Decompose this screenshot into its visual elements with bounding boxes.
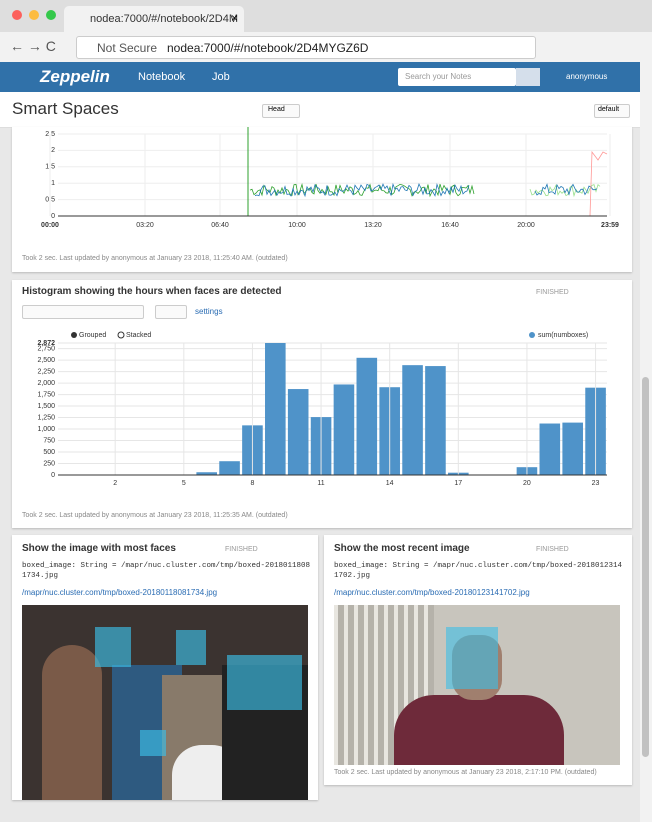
x-tick-label: 2 — [113, 480, 117, 487]
paragraph-title: Show the image with most faces — [22, 543, 176, 554]
image — [334, 605, 620, 765]
x-tick-label: 8 — [250, 480, 254, 487]
status: FINISHED — [536, 546, 569, 553]
branch[interactable]: Head — [268, 106, 285, 113]
x-tick-label: 5 — [182, 480, 186, 487]
trace — [534, 183, 598, 196]
y-tick-label: 0 — [51, 213, 55, 220]
trace — [254, 182, 470, 198]
y-tick-label: 1 — [51, 180, 55, 187]
output: boxed_image: String = /mapr/nuc.cluster.… — [334, 562, 623, 580]
menu-item[interactable]: Job — [212, 71, 230, 83]
tab-bar: nodea:7000/#/notebook/2D4M × — [0, 0, 652, 32]
bar — [539, 423, 561, 475]
image — [22, 605, 308, 800]
url-field[interactable]: Not Secure nodea:7000/#/notebook/2D4MYGZ… — [76, 36, 536, 59]
bar — [219, 461, 240, 475]
paragraph-footer: Took 2 sec. Last updated by anonymous at… — [334, 769, 597, 776]
bar — [333, 384, 355, 475]
search[interactable]: Search your Notes — [398, 68, 516, 86]
x-tick-label: 16:40 — [441, 222, 459, 229]
not-secure: Not Secure — [97, 41, 158, 55]
x-tick-label: 10:00 — [288, 222, 306, 229]
y-tick-label: 0 — [51, 472, 55, 479]
y-tick-label: 500 — [43, 449, 55, 456]
user[interactable]: anonymous — [566, 72, 608, 81]
mode-radio — [71, 332, 77, 338]
x-tick-label: 14 — [386, 480, 394, 487]
status: FINISHED — [536, 289, 569, 296]
link[interactable]: /mapr/nuc.cluster.com/tmp/boxed-20180123… — [334, 588, 530, 597]
y-tick-label: 2,750 — [37, 345, 55, 352]
y-tick-label: 2,872 — [37, 340, 55, 347]
address-bar: ← → C Not Secure nodea:7000/#/notebook/2… — [0, 32, 652, 63]
navbar: Zeppelin Notebook Job Search your Notes … — [0, 62, 640, 92]
bar — [425, 366, 446, 475]
notebook-title: Smart Spaces — [12, 99, 119, 118]
scrollbar[interactable] — [640, 62, 652, 822]
mode-label: Grouped — [79, 332, 106, 339]
notebook-header: Smart Spaces Head default — [0, 92, 640, 128]
tab-title: nodea:7000/#/notebook/2D4M — [90, 13, 239, 25]
x-tick-label: 03:20 — [136, 222, 154, 229]
legend-dot — [529, 332, 535, 338]
url: nodea:7000/#/notebook/2D4MYGZ6D — [167, 41, 369, 55]
settings[interactable]: settings — [195, 307, 223, 316]
y-tick-label: 2 — [51, 147, 55, 154]
mode-label: Stacked — [126, 332, 151, 339]
search-placeholder: Search your Notes — [405, 72, 472, 81]
bar — [265, 343, 286, 475]
output: boxed_image: String = /mapr/nuc.cluster.… — [22, 562, 311, 580]
bar — [356, 357, 378, 475]
y-tick-label: 2,000 — [37, 380, 55, 387]
x-tick-label: 11 — [317, 480, 324, 487]
bar — [562, 422, 583, 475]
status: FINISHED — [225, 546, 258, 553]
y-tick-label: 750 — [43, 437, 55, 444]
mode-radio — [117, 331, 125, 339]
y-tick-label: 1,250 — [37, 414, 55, 421]
x-tick-label: 00:00 — [41, 222, 59, 229]
paragraph: Show the most recent image FINISHED boxe… — [324, 535, 632, 785]
bar — [287, 389, 309, 475]
y-tick-label: 1,500 — [37, 403, 55, 410]
trace — [589, 150, 608, 217]
legend-label: sum(numboxes) — [538, 332, 588, 339]
y-tick-label: 2,500 — [37, 357, 55, 364]
bar — [196, 472, 217, 475]
x-tick-label: 13:20 — [364, 222, 382, 229]
paragraph-title: Histogram showing the hours when faces a… — [22, 286, 282, 297]
brand[interactable]: Zeppelin — [40, 67, 110, 86]
paragraph-footer: Took 2 sec. Last updated by anonymous at… — [22, 512, 288, 519]
x-tick-label: 06:40 — [211, 222, 229, 229]
y-tick-label: 250 — [43, 460, 55, 467]
x-tick-label: 20 — [523, 480, 531, 487]
y-tick-label: 1,000 — [37, 426, 55, 433]
y-tick-label: 2,250 — [37, 368, 55, 375]
y-tick-label: 1,750 — [37, 391, 55, 398]
x-tick-label: 17 — [454, 480, 462, 487]
trace — [249, 183, 475, 198]
link[interactable]: /mapr/nuc.cluster.com/tmp/boxed-20180118… — [22, 588, 218, 597]
paragraph-footer: Took 2 sec. Last updated by anonymous at… — [22, 255, 288, 262]
x-tick-label: 20:00 — [517, 222, 535, 229]
x-tick-label: 23 — [592, 480, 600, 487]
x-tick-label: 23:59 — [601, 222, 619, 229]
paragraph: Show the image with most faces FINISHED … — [12, 535, 318, 800]
bar — [402, 365, 423, 475]
paragraph-title: Show the most recent image — [334, 543, 470, 554]
tab[interactable]: nodea:7000/#/notebook/2D4M × — [64, 6, 244, 32]
menu-item[interactable]: Notebook — [138, 71, 186, 83]
interpreter[interactable]: default — [598, 106, 620, 113]
